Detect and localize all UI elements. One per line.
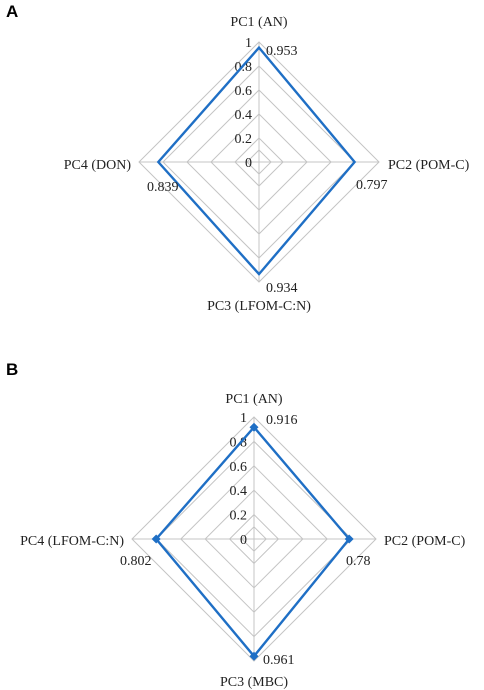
value-label-pc2-b: 0.78: [346, 554, 371, 569]
tick-label: 1: [245, 36, 252, 51]
radar-grid-a: [138, 41, 380, 283]
axis-label-pc1-a: PC1 (AN): [230, 15, 288, 30]
axis-labels-b: PC1 (AN) PC2 (POM-C) PC3 (MBC) PC4 (LFOM…: [20, 392, 465, 690]
axis-label-pc4-b: PC4 (LFOM-C:N): [20, 534, 124, 549]
tick-label: 0.2: [235, 132, 253, 147]
value-label-pc3-a: 0.934: [266, 281, 298, 296]
value-label-pc2-a: 0.797: [356, 178, 388, 193]
radar-panel-b: B 00.20.40.60.81 PC1 (AN) PC2 (POM-C) PC…: [6, 360, 466, 690]
value-labels-b: 0.916 0.78 0.961 0.802: [120, 413, 371, 668]
value-label-pc1-b: 0.916: [266, 413, 298, 428]
radar-panel-a: A 00.20.40.60.81 PC1 (AN) PC2 (POM-C) PC…: [6, 2, 470, 314]
value-label-pc3-b: 0.961: [263, 653, 295, 668]
tick-label: 0.4: [235, 108, 253, 123]
axis-label-pc3-b: PC3 (MBC): [220, 675, 288, 690]
panel-letter-a: A: [6, 2, 18, 21]
radar-grid-b: [131, 416, 377, 662]
tick-labels-a: 00.20.40.60.81: [235, 36, 253, 171]
value-label-pc4-b: 0.802: [120, 554, 152, 569]
tick-label: 0.6: [235, 84, 253, 99]
tick-label: 0: [245, 156, 252, 171]
value-label-pc1-a: 0.953: [266, 44, 298, 59]
data-point-marker: [249, 422, 259, 432]
tick-label: 0: [240, 533, 247, 548]
data-point-marker: [344, 534, 354, 544]
axis-label-pc2-a: PC2 (POM-C): [388, 158, 470, 173]
tick-label: 0.2: [230, 509, 248, 524]
axis-label-pc2-b: PC2 (POM-C): [384, 534, 466, 549]
axis-labels-a: PC1 (AN) PC2 (POM-C) PC3 (LFOM-C:N) PC4 …: [64, 15, 470, 314]
axis-label-pc3-a: PC3 (LFOM-C:N): [207, 299, 311, 314]
tick-labels-b: 00.20.40.60.81: [230, 411, 248, 548]
data-markers-b: [151, 422, 354, 661]
axis-label-pc4-a: PC4 (DON): [64, 158, 132, 173]
data-point-marker: [249, 651, 259, 661]
value-labels-a: 0.953 0.797 0.934 0.839: [147, 44, 388, 296]
tick-label: 0.4: [230, 484, 248, 499]
tick-label: 1: [240, 411, 247, 426]
value-label-pc4-a: 0.839: [147, 180, 179, 195]
data-point-marker: [151, 534, 161, 544]
data-series-polygon-a: [156, 45, 357, 276]
tick-label: 0.6: [230, 460, 248, 475]
data-series-polygon-b: [154, 425, 351, 659]
panel-letter-b: B: [6, 360, 18, 379]
axis-label-pc1-b: PC1 (AN): [225, 392, 283, 407]
